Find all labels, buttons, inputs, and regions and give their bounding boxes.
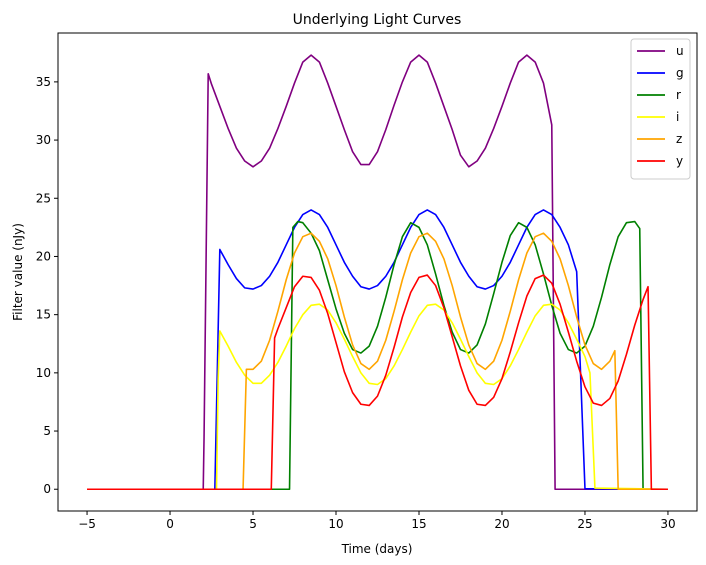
x-axis-label: Time (days) bbox=[341, 542, 413, 556]
y-tick-label: 0 bbox=[43, 482, 51, 496]
y-tick-label: 25 bbox=[36, 191, 51, 205]
y-tick-label: 10 bbox=[36, 366, 51, 380]
legend-label-r: r bbox=[676, 88, 681, 102]
legend-label-y: y bbox=[676, 154, 683, 168]
series-line-u bbox=[87, 54, 668, 491]
x-axis: −5 0 5 10 15 20 25 30 bbox=[78, 511, 676, 531]
x-tick-label: 0 bbox=[166, 517, 174, 531]
legend-label-g: g bbox=[676, 66, 684, 80]
legend-label-i: i bbox=[676, 110, 679, 124]
x-tick-label: 30 bbox=[660, 517, 675, 531]
y-tick-label: 35 bbox=[36, 75, 51, 89]
y-tick-label: 20 bbox=[36, 249, 51, 263]
plot-frame bbox=[57, 32, 698, 512]
series-line-r bbox=[87, 220, 668, 491]
legend-box bbox=[630, 38, 691, 180]
x-tick-label: 10 bbox=[328, 517, 343, 531]
series-line-g bbox=[87, 209, 668, 491]
x-tick-label: 20 bbox=[494, 517, 509, 531]
y-axis-label: Filter value (nJy) bbox=[11, 223, 25, 321]
y-tick-label: 5 bbox=[43, 424, 51, 438]
x-tick-label: −5 bbox=[78, 517, 96, 531]
y-tick-label: 15 bbox=[36, 308, 51, 322]
series-line-i bbox=[87, 303, 668, 491]
chart-title: Underlying Light Curves bbox=[293, 12, 462, 28]
legend-label-u: u bbox=[676, 44, 684, 58]
x-tick-label: 25 bbox=[577, 517, 592, 531]
series-layer bbox=[87, 54, 668, 491]
y-axis: 0 5 10 15 20 25 30 35 bbox=[36, 75, 58, 496]
series-line-y bbox=[87, 274, 668, 491]
legend-label-z: z bbox=[676, 132, 682, 146]
y-tick-label: 30 bbox=[36, 133, 51, 147]
series-line-z bbox=[87, 232, 668, 491]
x-tick-label: 5 bbox=[249, 517, 257, 531]
x-tick-label: 15 bbox=[411, 517, 426, 531]
